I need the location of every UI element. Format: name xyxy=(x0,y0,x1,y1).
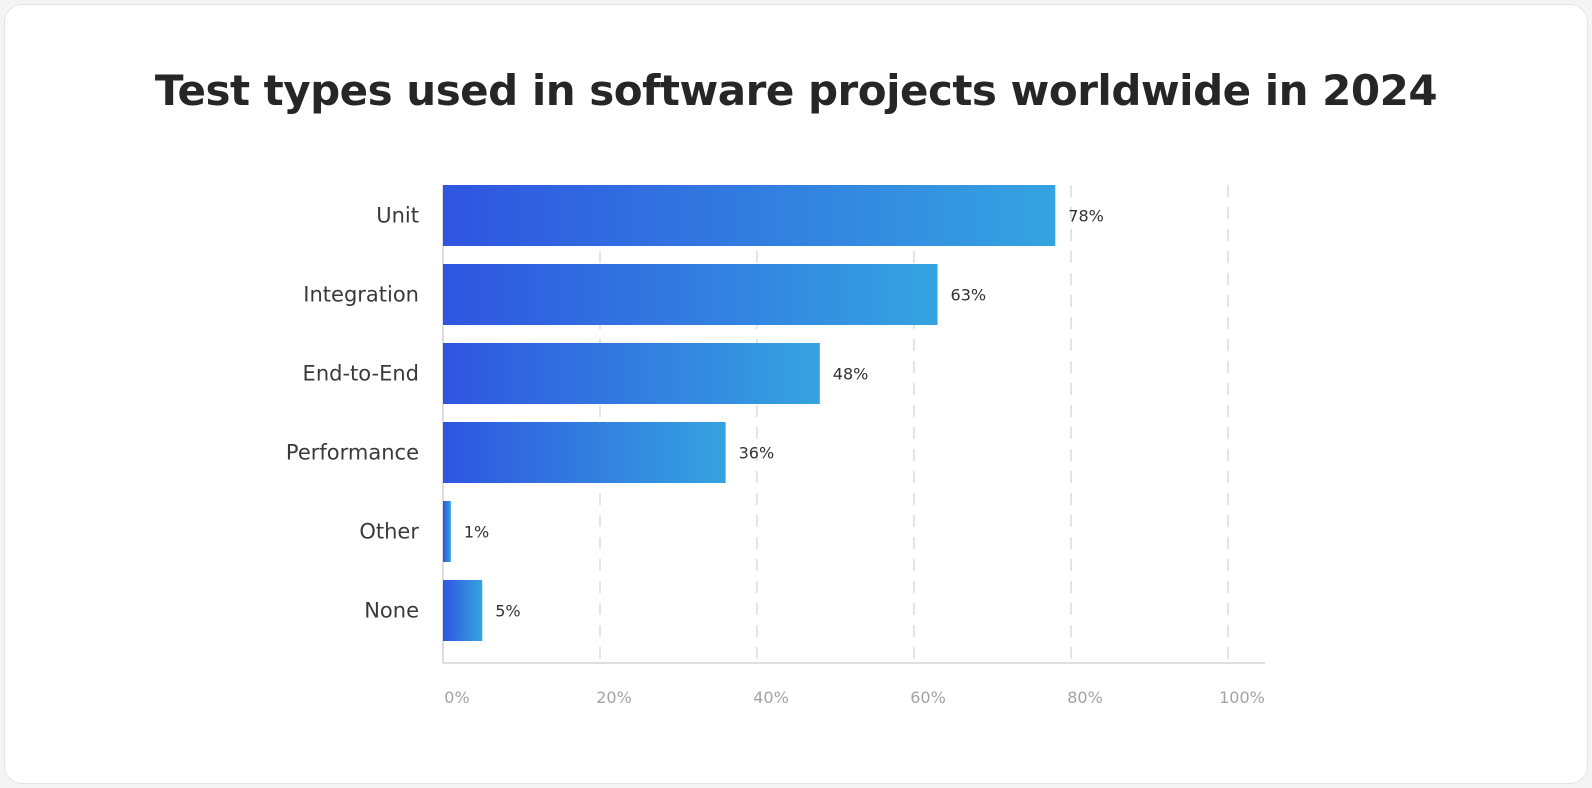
category-label: Integration xyxy=(303,283,419,307)
category-label: End-to-End xyxy=(303,362,419,386)
x-tick-label: 100% xyxy=(1219,688,1265,707)
x-tick-label: 0% xyxy=(444,688,469,707)
bar-none xyxy=(443,580,483,641)
data-label: 36% xyxy=(739,444,775,463)
bar-end-to-end xyxy=(443,343,820,404)
category-label: Performance xyxy=(286,441,419,465)
category-label: None xyxy=(364,599,419,623)
bar-integration xyxy=(443,264,938,325)
data-label: 63% xyxy=(951,286,987,305)
data-label: 5% xyxy=(495,602,520,621)
bar-unit xyxy=(443,185,1056,246)
category-label: Unit xyxy=(376,204,419,228)
x-tick-label: 40% xyxy=(753,688,789,707)
x-tick-label: 80% xyxy=(1067,688,1103,707)
data-label: 78% xyxy=(1068,207,1104,226)
data-label: 48% xyxy=(833,365,869,384)
bar-performance xyxy=(443,422,726,483)
x-tick-label: 60% xyxy=(910,688,946,707)
chart-title: Test types used in software projects wor… xyxy=(154,66,1438,115)
data-label: 1% xyxy=(464,523,489,542)
bar-other xyxy=(443,501,451,562)
category-label: Other xyxy=(359,520,419,544)
x-tick-label: 20% xyxy=(596,688,632,707)
